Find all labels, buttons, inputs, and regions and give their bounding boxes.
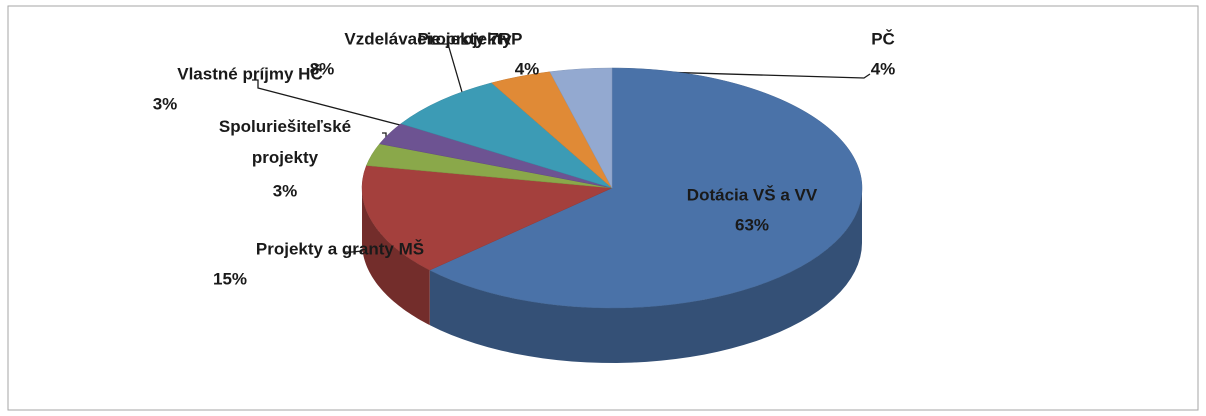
slice	[549, 67, 613, 189]
value-label: 4%	[515, 59, 540, 78]
slice	[429, 67, 863, 309]
value-label: 4%	[871, 59, 896, 78]
value-label: 3%	[153, 94, 178, 113]
slice-side	[429, 188, 862, 363]
value-label: 3%	[273, 181, 298, 200]
value-label: 15%	[213, 269, 247, 288]
category-label: PČ	[871, 29, 895, 48]
category-label: Projekty a granty MŠ	[256, 239, 424, 258]
category-label: Projekty 7RP	[418, 29, 523, 48]
category-label: Vzdelávacie projekty	[344, 29, 512, 48]
slice	[361, 165, 613, 271]
value-label: 63%	[735, 215, 769, 234]
value-label: 8%	[310, 59, 335, 78]
slice	[400, 82, 613, 189]
slice-side	[362, 188, 430, 326]
category-label: Dotácia VŠ a VV	[687, 185, 818, 204]
category-label: Spoluriešiteľské projekty	[219, 117, 351, 167]
category-label: Vlastné príjmy HČ	[177, 64, 323, 83]
